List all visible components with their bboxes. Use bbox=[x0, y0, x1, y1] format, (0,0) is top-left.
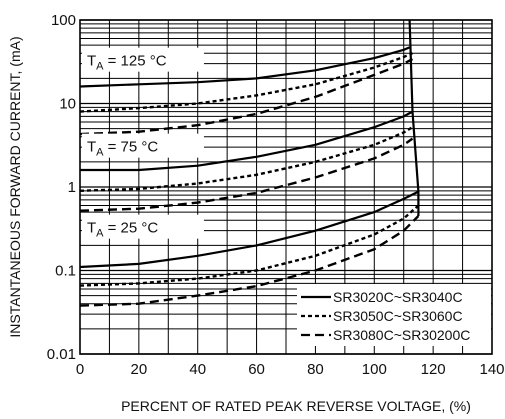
x-tick-label: 100 bbox=[362, 361, 387, 378]
x-tick-label: 140 bbox=[479, 361, 504, 378]
temperature-label: TA = 25 °C bbox=[87, 220, 158, 240]
x-axis-label: PERCENT OF RATED PEAK REVERSE VOLTAGE, (… bbox=[121, 398, 471, 414]
plot-frame bbox=[79, 19, 493, 355]
series-line bbox=[80, 110, 414, 172]
series-line bbox=[79, 215, 420, 307]
series-line bbox=[79, 46, 411, 88]
series-line bbox=[79, 137, 414, 212]
legend-label: SR3080C~SR30200C bbox=[333, 327, 470, 343]
series-line bbox=[79, 58, 414, 136]
y-tick-label: 1 bbox=[68, 179, 76, 196]
y-tick-label: 0.01 bbox=[47, 346, 76, 363]
axes: 0 20 40 60 80 100 120 140 0.01 0.1 1 10 100 PERCENT O… bbox=[7, 12, 505, 414]
y-tick-label: 10 bbox=[59, 96, 76, 113]
annotation-background bbox=[81, 214, 204, 239]
temperature-label: TA = 125 °C bbox=[87, 53, 167, 73]
x-tick-label: 60 bbox=[248, 361, 265, 378]
annotation-background bbox=[81, 133, 204, 158]
y-tick-label: 0.1 bbox=[55, 263, 76, 280]
series-line bbox=[79, 52, 413, 113]
x-tick-label: 120 bbox=[421, 361, 446, 378]
legend-label: SR3050C~SR3060C bbox=[333, 308, 463, 324]
legend-label: SR3020C~SR3040C bbox=[333, 289, 463, 305]
y-tick-label: 100 bbox=[51, 12, 76, 29]
temperature-label: TA = 75 °C bbox=[87, 139, 158, 159]
annotation-background bbox=[81, 47, 204, 72]
series-line bbox=[79, 190, 419, 269]
x-tick-label: 0 bbox=[76, 361, 84, 378]
y-axis-label: INSTANTANEOUS FORWARD CURRENT, (mA) bbox=[7, 36, 23, 337]
series-line bbox=[408, 19, 420, 216]
series-lines bbox=[79, 19, 420, 307]
legend: SR3020C~SR3040C SR3050C~SR3060C SR3080C~SR… bbox=[297, 284, 491, 346]
x-tick-label: 20 bbox=[131, 361, 148, 378]
x-tick-label: 80 bbox=[307, 361, 324, 378]
x-tick-label: 40 bbox=[189, 361, 206, 378]
plot-annotations: TA = 125 °C TA = 75 °C TA = 25 °C bbox=[81, 47, 204, 240]
series-line bbox=[79, 126, 414, 192]
